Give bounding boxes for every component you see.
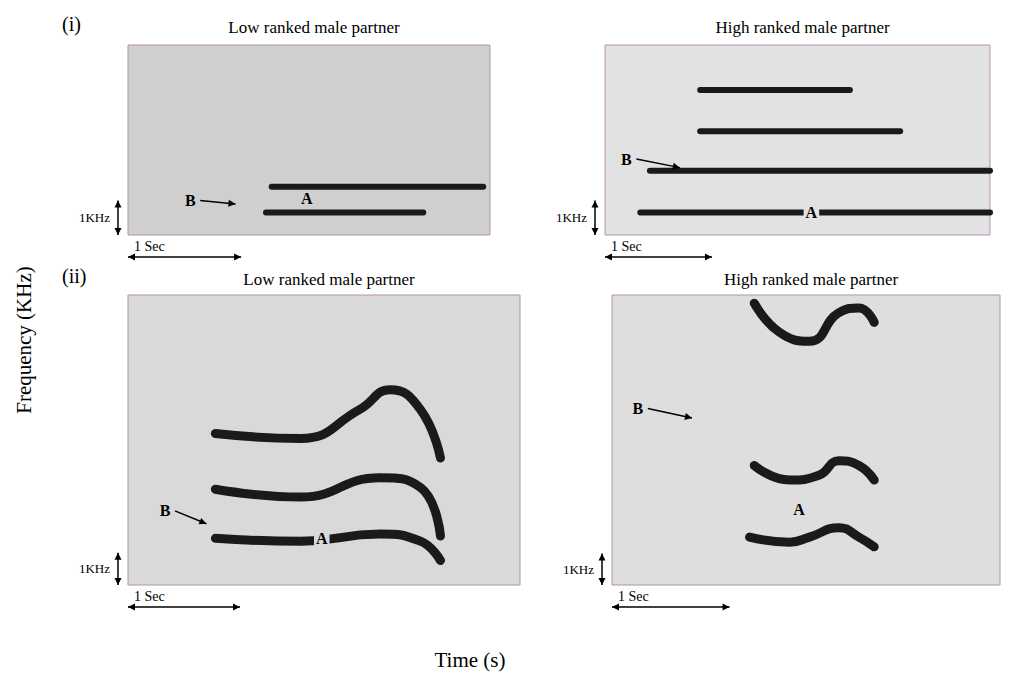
- svg-text:1KHz: 1KHz: [79, 210, 110, 225]
- svg-text:1KHz: 1KHz: [556, 210, 587, 225]
- svg-text:High ranked male partner: High ranked male partner: [724, 270, 899, 289]
- svg-text:1KHz: 1KHz: [563, 562, 594, 577]
- svg-text:1 Sec: 1 Sec: [611, 239, 642, 254]
- svg-text:B: B: [185, 192, 196, 209]
- svg-text:Frequency (KHz): Frequency (KHz): [12, 266, 36, 414]
- svg-text:A: A: [301, 190, 313, 207]
- svg-text:High ranked male partner: High ranked male partner: [715, 18, 890, 37]
- svg-text:B: B: [621, 151, 632, 168]
- svg-text:(ii): (ii): [62, 265, 86, 288]
- svg-text:A: A: [316, 530, 328, 547]
- svg-text:B: B: [633, 400, 644, 417]
- svg-text:(i): (i): [62, 13, 81, 36]
- svg-text:Low ranked male partner: Low ranked male partner: [243, 270, 415, 289]
- svg-text:1 Sec: 1 Sec: [618, 589, 649, 604]
- svg-text:1 Sec: 1 Sec: [134, 589, 165, 604]
- svg-text:A: A: [793, 501, 805, 518]
- svg-text:B: B: [160, 502, 171, 519]
- svg-text:1 Sec: 1 Sec: [134, 239, 165, 254]
- svg-text:A: A: [806, 204, 818, 221]
- svg-text:Low ranked male partner: Low ranked male partner: [228, 18, 400, 37]
- svg-text:Time (s): Time (s): [435, 648, 506, 672]
- svg-text:1KHz: 1KHz: [79, 561, 110, 576]
